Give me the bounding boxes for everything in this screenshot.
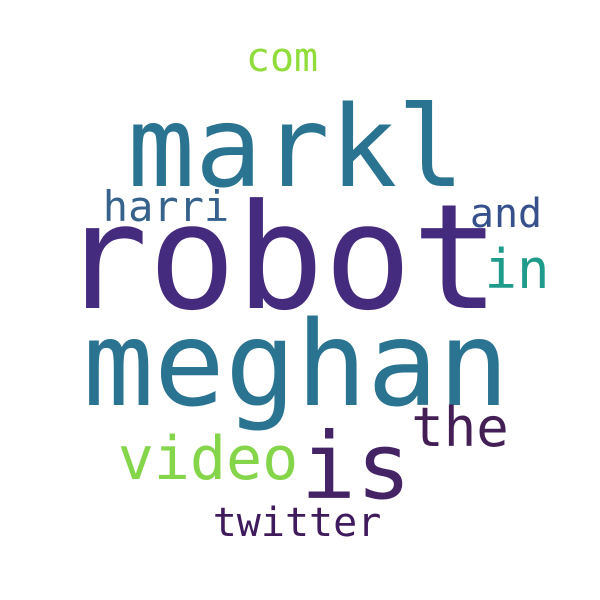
word-the: the bbox=[411, 396, 509, 459]
word-harri: harri bbox=[102, 182, 230, 231]
word-and: and bbox=[469, 191, 543, 237]
word-video: video bbox=[117, 424, 299, 494]
word-robot: robot bbox=[60, 173, 500, 343]
word-in: in bbox=[484, 238, 550, 301]
word-meghan: meghan bbox=[82, 295, 510, 433]
word-markl: markl bbox=[127, 83, 465, 213]
word-twitter: twitter bbox=[212, 500, 382, 546]
word-com: com bbox=[245, 35, 319, 81]
word-is: is bbox=[300, 413, 412, 520]
